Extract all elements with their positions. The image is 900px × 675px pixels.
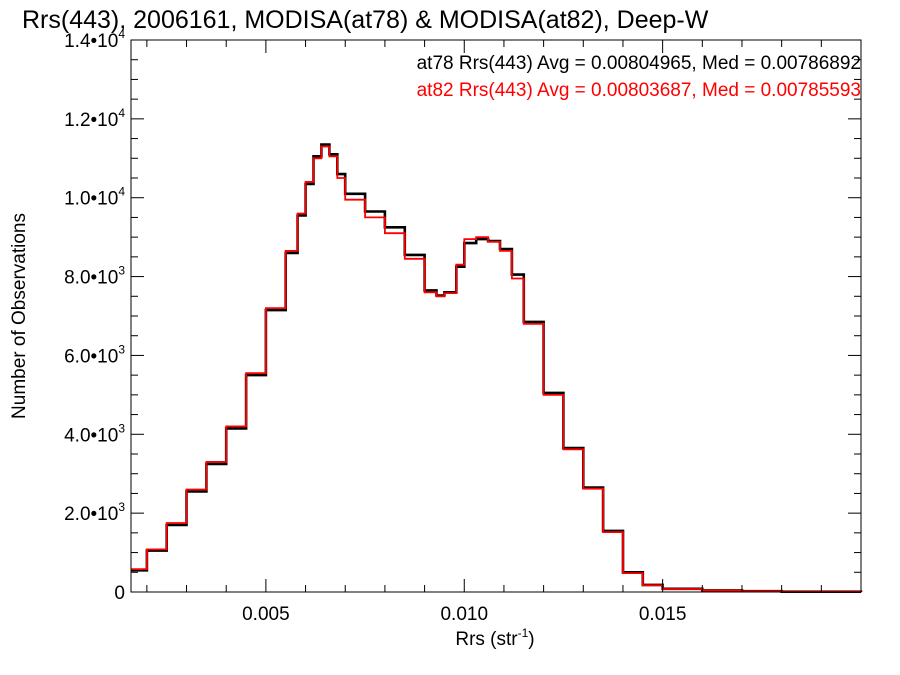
legend-entry-at78: at78 Rrs(443) Avg = 0.00804965, Med = 0.… (417, 53, 861, 74)
x-tick-label: 0.015 (639, 604, 687, 625)
y-tick-label: 1.2•104 (64, 106, 125, 131)
x-tick-label: 0.010 (440, 604, 488, 625)
x-axis-label-main: Rrs (str (455, 629, 518, 650)
y-axis-label: Number of Observations (9, 213, 30, 419)
y-tick-label: 1.4•104 (64, 27, 125, 52)
x-axis-label-tail: ) (528, 629, 534, 650)
y-tick-label: 8.0•103 (64, 264, 125, 289)
chart-title: Rrs(443), 2006161, MODISA(at78) & MODISA… (22, 6, 709, 34)
y-tick-label: 6.0•103 (64, 342, 125, 367)
legend-entry-at82: at82 Rrs(443) Avg = 0.00803687, Med = 0.… (417, 80, 861, 101)
series-layer (131, 143, 863, 593)
y-tick-label: 2.0•103 (64, 500, 125, 525)
x-axis-label: Rrs (str-1) (455, 626, 534, 650)
x-tick-label: 0.005 (242, 604, 290, 625)
y-tick-label: 0 (114, 583, 125, 604)
plot-frame (130, 39, 862, 593)
ticks-layer: 0.005 0.010 0.015 0 2.0•103 4.0•103 6.0•103 8.0… (64, 27, 861, 625)
y-tick-label: 4.0•103 (64, 421, 125, 446)
y-tick-label: 1.0•104 (64, 185, 125, 210)
series-line-at82 (131, 145, 862, 593)
series-line-at78 (131, 143, 863, 593)
x-axis-label-sup: -1 (518, 626, 529, 640)
